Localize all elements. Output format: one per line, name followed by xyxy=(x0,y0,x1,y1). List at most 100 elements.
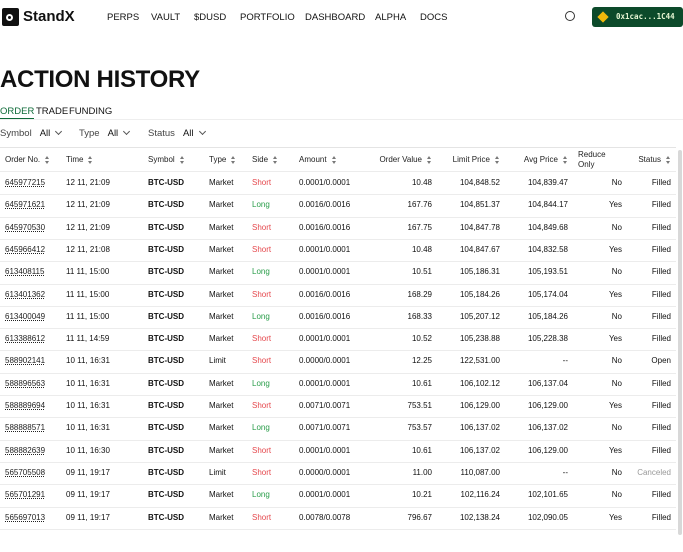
order-no[interactable]: 565701291 xyxy=(5,490,46,500)
order-no[interactable]: 645971621 xyxy=(5,200,46,210)
symbol: BTC-USD xyxy=(148,467,184,477)
order-no[interactable]: 588902141 xyxy=(5,356,46,366)
side: Short xyxy=(252,334,272,344)
limit-price: 104,851.37 xyxy=(459,200,500,210)
order-no[interactable]: 565697013 xyxy=(5,512,46,522)
order-no[interactable]: 645970530 xyxy=(5,222,46,232)
column-header[interactable]: Limit Price xyxy=(440,155,500,164)
avg-price: -- xyxy=(562,356,568,366)
order-no[interactable]: 588896563 xyxy=(5,378,46,388)
column-header[interactable]: Order Value xyxy=(370,155,432,164)
column-header[interactable]: Symbol xyxy=(148,155,206,164)
avg-price: 106,137.04 xyxy=(527,378,568,388)
column-header[interactable]: Type xyxy=(209,155,249,164)
order-no[interactable]: 613401362 xyxy=(5,289,46,299)
order-type: Market xyxy=(209,512,234,522)
column-header[interactable]: Time xyxy=(66,155,144,164)
order-type: Market xyxy=(209,423,234,433)
column-header-text: Type xyxy=(209,155,227,164)
avg-price: 104,839.47 xyxy=(527,178,568,187)
logo-text[interactable]: StandX xyxy=(23,8,75,25)
order-no[interactable]: 588889694 xyxy=(5,401,46,410)
order-type: Market xyxy=(209,490,234,500)
limit-price: 105,238.88 xyxy=(459,334,500,344)
column-header[interactable]: Side xyxy=(252,155,297,164)
filter-dropdown[interactable]: Symbol All xyxy=(0,127,63,139)
sort-icon[interactable] xyxy=(495,155,500,164)
wallet-button[interactable]: 0x1cac...1C44 xyxy=(592,7,683,27)
side: Long xyxy=(252,267,270,277)
nav-link[interactable]: VAULT xyxy=(151,12,181,23)
limit-price: 104,847.78 xyxy=(459,222,500,232)
tab[interactable]: TRADE xyxy=(36,106,69,117)
order-no[interactable]: 588888571 xyxy=(5,423,46,433)
row-line xyxy=(0,305,676,307)
filter-dropdown[interactable]: Type All xyxy=(79,127,131,139)
filter-value: All xyxy=(107,128,119,139)
order-no[interactable]: 613408115 xyxy=(5,267,45,277)
order-no[interactable]: 613400049 xyxy=(5,311,46,321)
order-no[interactable]: 645966412 xyxy=(5,244,46,254)
column-header[interactable]: Status xyxy=(630,155,671,164)
nav-link[interactable]: $DUSD xyxy=(194,12,227,23)
order-no[interactable]: 613388612 xyxy=(5,334,46,344)
order-value: 10.48 xyxy=(411,244,432,254)
sort-icon[interactable] xyxy=(427,155,432,164)
sort-icon[interactable] xyxy=(331,155,337,164)
sort-icon[interactable] xyxy=(273,155,278,164)
amount: 0.0078/0.0078 xyxy=(299,512,351,522)
amount: 0.0071/0.0071 xyxy=(299,401,351,410)
sort-icon[interactable] xyxy=(88,155,93,164)
table-top-border xyxy=(0,147,676,148)
tab[interactable]: FUNDING xyxy=(69,106,113,117)
amount: 0.0016/0.0016 xyxy=(299,200,351,210)
nav-link[interactable]: PORTFOLIO xyxy=(240,12,295,23)
chevron xyxy=(123,127,131,136)
side: Long xyxy=(252,200,270,210)
limit-price: 106,137.02 xyxy=(459,445,500,455)
nav-link[interactable]: ALPHA xyxy=(375,12,407,23)
avg-price: 102,090.05 xyxy=(527,512,568,522)
sort-icon[interactable] xyxy=(45,155,50,164)
reduce-only: No xyxy=(611,423,622,433)
column-header[interactable]: Order No. xyxy=(5,155,63,164)
order-value: 753.51 xyxy=(407,401,432,410)
filter-dropdown[interactable]: Status All xyxy=(148,127,206,139)
order-type: Market xyxy=(209,334,234,344)
limit-price: 106,102.12 xyxy=(459,378,500,388)
nav-link[interactable]: DOCS xyxy=(420,12,448,23)
sort-icon[interactable] xyxy=(666,155,671,164)
theme-toggle[interactable] xyxy=(565,11,575,21)
order-no[interactable]: 645977215 xyxy=(5,178,46,187)
symbol: BTC-USD xyxy=(148,378,184,388)
order-value: 10.61 xyxy=(411,378,432,388)
time: 12 11, 21:09 xyxy=(66,200,110,210)
limit-price: 102,116.24 xyxy=(460,490,500,500)
status: Filled xyxy=(651,200,671,210)
order-no[interactable]: 565705508 xyxy=(5,467,46,477)
tab[interactable]: ORDER xyxy=(0,106,35,119)
status: Filled xyxy=(651,445,671,455)
column-header[interactable]: Reduce Only xyxy=(578,150,608,170)
nav-link[interactable]: DASHBOARD xyxy=(305,12,366,23)
avg-price: 104,844.17 xyxy=(527,200,568,210)
column-header[interactable]: Avg Price xyxy=(506,155,568,164)
scrollbar[interactable] xyxy=(678,150,682,535)
column-header-text: Order No. xyxy=(5,155,41,164)
avg-price: 104,832.58 xyxy=(527,244,568,254)
time: 12 11, 21:09 xyxy=(66,178,110,187)
symbol: BTC-USD xyxy=(148,178,184,187)
order-value: 10.51 xyxy=(411,267,432,277)
sort-icon[interactable] xyxy=(231,155,236,164)
order-no[interactable]: 588882639 xyxy=(5,445,46,455)
time: 11 11, 14:59 xyxy=(66,334,110,344)
nav-link[interactable]: PERPS xyxy=(107,12,140,23)
sort-icon[interactable] xyxy=(563,155,568,164)
status: Filled xyxy=(651,423,671,433)
status: Filled xyxy=(651,490,671,500)
logo-icon[interactable] xyxy=(2,8,19,26)
side: Long xyxy=(252,490,270,500)
sort-icon[interactable] xyxy=(179,155,185,164)
column-header[interactable]: Amount xyxy=(299,155,369,164)
